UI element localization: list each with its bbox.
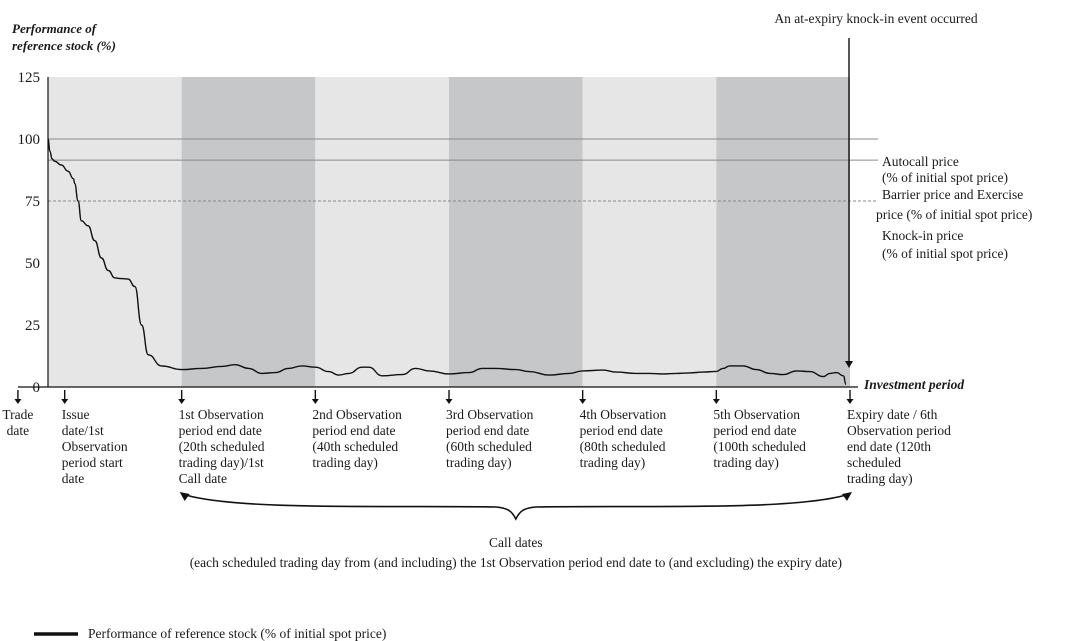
marker-arrow-head-3	[178, 399, 186, 404]
band-5	[582, 77, 717, 387]
reference-label-1-line-1: Autocall price	[882, 154, 959, 169]
marker-3-line-2: period end date	[179, 423, 262, 438]
reference-label-3-line-1: Knock-in price	[882, 228, 963, 243]
knock-in-event-annotation: An at-expiry knock-in event occurred	[774, 11, 978, 368]
marker-6-line-1: 4th Observation	[580, 407, 667, 422]
marker-8-line-2: Observation period	[847, 423, 951, 438]
marker-4-line-4: trading day)	[312, 455, 378, 470]
band-3	[315, 77, 449, 387]
band-2	[181, 77, 316, 387]
knock-in-arrow-head	[845, 361, 853, 368]
series-line-1	[47, 138, 847, 386]
legend: Performance of reference stock (% of ini…	[34, 626, 386, 641]
marker-2-line-2: date/1st	[62, 423, 104, 438]
marker-8-line-5: trading day)	[847, 471, 913, 486]
marker-5-line-3: (60th scheduled	[446, 439, 532, 454]
marker-4-line-3: (40th scheduled	[312, 439, 398, 454]
x-axis-title: Investment period	[863, 377, 964, 392]
y-title-line-1: Performance of	[12, 21, 98, 36]
marker-8-line-3: end date (120th	[847, 439, 931, 454]
y-tick-125: 125	[18, 70, 41, 86]
marker-arrow-head-5	[445, 399, 453, 404]
legend-label: Performance of reference stock (% of ini…	[88, 626, 386, 641]
marker-1-line-2: date	[7, 423, 30, 438]
y-axis-title: Performance of reference stock (%)	[12, 21, 116, 53]
y-title-line-2: reference stock (%)	[12, 38, 116, 53]
marker-6-line-2: period end date	[580, 423, 663, 438]
observation-period-bands	[48, 77, 850, 387]
marker-7-line-1: 5th Observation	[713, 407, 800, 422]
band-4	[449, 77, 583, 387]
y-tick-75: 75	[25, 194, 40, 210]
marker-arrow-head-1	[14, 399, 22, 404]
y-tick-50: 50	[25, 256, 40, 272]
y-tick-100: 100	[18, 132, 41, 148]
marker-2-line-1: Issue	[62, 407, 90, 422]
axes	[18, 77, 858, 388]
marker-8-line-1: Expiry date / 6th	[847, 407, 938, 422]
marker-3-line-3: (20th scheduled	[179, 439, 265, 454]
reference-label-2-line-1: Barrier price and Exercise	[882, 187, 1023, 202]
reference-label-1-line-2: (% of initial spot price)	[882, 170, 1008, 185]
marker-arrow-head-2	[61, 399, 69, 404]
call-dates-note: (each scheduled trading day from (and in…	[190, 555, 842, 570]
marker-3-line-5: Call date	[179, 471, 227, 486]
marker-arrow-head-6	[579, 399, 587, 404]
band-1	[48, 77, 182, 387]
band-6	[716, 77, 850, 387]
reference-label-3-line-2: (% of initial spot price)	[882, 246, 1008, 261]
reference-line-labels: Autocall price(% of initial spot price)B…	[876, 154, 1032, 261]
marker-8-line-4: scheduled	[847, 455, 901, 470]
series-layer	[47, 138, 847, 386]
marker-7-line-2: period end date	[713, 423, 796, 438]
call-dates-brace-curve	[185, 494, 847, 521]
y-tick-25: 25	[25, 318, 40, 334]
call-dates-brace-left-head	[179, 492, 190, 501]
marker-5-line-4: trading day)	[446, 455, 512, 470]
reference-label-2-line-2: price (% of initial spot price)	[876, 207, 1032, 222]
knock-in-event-label: An at-expiry knock-in event occurred	[774, 11, 977, 26]
marker-5-line-2: period end date	[446, 423, 529, 438]
call-dates-title: Call dates	[489, 535, 543, 550]
marker-4-line-2: period end date	[312, 423, 395, 438]
call-dates-brace: Call dates (each scheduled trading day fr…	[179, 492, 852, 570]
marker-arrow-head-4	[311, 399, 319, 404]
marker-6-line-3: (80th scheduled	[580, 439, 666, 454]
marker-arrow-head-7	[712, 399, 720, 404]
call-dates-brace-right-head	[842, 492, 852, 501]
marker-1-line-1: Trade	[2, 407, 33, 422]
y-tick-0: 0	[33, 380, 41, 396]
marker-arrow-head-8	[846, 399, 854, 404]
date-markers: TradedateIssuedate/1stObservationperiod …	[2, 390, 951, 486]
marker-4-line-1: 2nd Observation	[312, 407, 402, 422]
y-tick-labels: 0 25 50 75 100 125	[18, 70, 41, 396]
marker-3-line-4: trading day)/1st	[179, 455, 264, 470]
marker-3-line-1: 1st Observation	[179, 407, 264, 422]
marker-7-line-4: trading day)	[713, 455, 779, 470]
marker-2-line-3: Observation	[62, 439, 128, 454]
marker-7-line-3: (100th scheduled	[713, 439, 806, 454]
marker-2-line-5: date	[62, 471, 84, 486]
marker-6-line-4: trading day)	[580, 455, 646, 470]
reference-lines	[48, 138, 878, 202]
marker-5-line-1: 3rd Observation	[446, 407, 534, 422]
marker-2-line-4: period start	[62, 455, 123, 470]
